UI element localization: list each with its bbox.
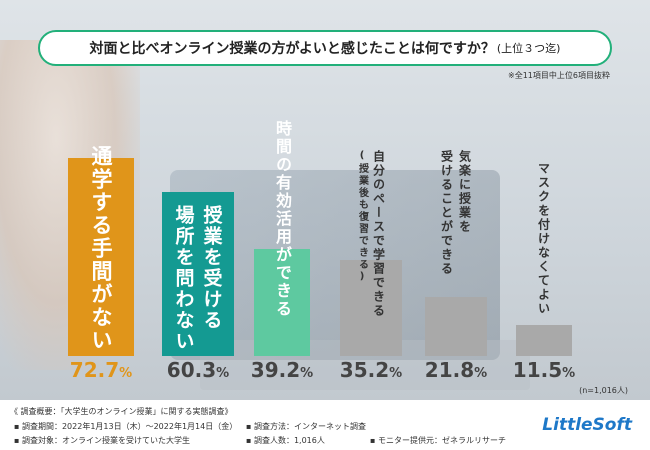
bar-4 bbox=[340, 260, 402, 356]
value-number: 60.3 bbox=[166, 358, 217, 382]
footer: 《 調査概要：「大学生のオンライン授業」に関する実態調査》 ▪ 調査期間：202… bbox=[0, 400, 650, 450]
bar-2 bbox=[162, 191, 234, 356]
bar-label-4: 自分のペースで学習できる (授業後も復習できる) bbox=[355, 150, 388, 318]
bar-label-2: 授業を受ける 場所を問わない bbox=[171, 205, 226, 352]
title-text: 対面と比べオンライン授業の方がよいと感じたことは何ですか？ bbox=[89, 41, 495, 57]
survey-count: ▪ 調査人数：1,016人 bbox=[246, 436, 325, 445]
chart-title: 対面と比べオンライン授業の方がよいと感じたことは何ですか？ (上位３つ迄) bbox=[38, 30, 612, 66]
bar-label-line: 時間の有効活用ができる bbox=[273, 120, 292, 318]
value-number: 35.2 bbox=[339, 358, 390, 382]
bar-label-6: マスクを付けなくてよい bbox=[536, 162, 553, 316]
value-unit: % bbox=[474, 366, 488, 381]
sample-size: (n=1,016人) bbox=[579, 386, 628, 395]
chart-note: ※全11項目中上位6項目抜粋 bbox=[508, 71, 610, 80]
bar-label-line: 場所を問わない bbox=[172, 205, 195, 352]
value-label-4: 35.2% bbox=[336, 358, 406, 382]
value-number: 11.5 bbox=[512, 358, 563, 382]
value-label-2: 60.3% bbox=[163, 358, 233, 382]
bar-label-line: 自分のペースで学習できる bbox=[371, 150, 386, 318]
value-label-1: 72.7% bbox=[66, 358, 136, 382]
title-suffix: (上位３つ迄) bbox=[496, 42, 561, 55]
bar-label-line: 授業を受ける bbox=[200, 205, 223, 331]
bar-label-line: 受けることができる bbox=[439, 150, 454, 276]
bar-label-line: マスクを付けなくてよい bbox=[536, 162, 551, 316]
value-unit: % bbox=[562, 366, 576, 381]
bar-3 bbox=[254, 249, 310, 356]
bar-label-line: 気楽に授業を bbox=[457, 150, 472, 234]
value-number: 72.7 bbox=[69, 358, 120, 382]
survey-period: ▪ 調査期間：2022年1月13日（木）～2022年1月14日（金） bbox=[14, 422, 238, 431]
bar-label-sub: (授業後も復習できる) bbox=[356, 150, 368, 284]
bar-5 bbox=[425, 296, 487, 356]
value-unit: % bbox=[216, 366, 230, 381]
survey-title: 《 調査概要：「大学生のオンライン授業」に関する実態調査》 bbox=[10, 407, 233, 416]
value-label-6: 11.5% bbox=[509, 358, 579, 382]
bar-label-line: 通学する手間がない bbox=[89, 145, 113, 352]
value-unit: % bbox=[119, 366, 133, 381]
value-label-5: 21.8% bbox=[421, 358, 491, 382]
survey-method: ▪ 調査方法：インターネット調査 bbox=[246, 422, 366, 431]
value-label-3: 39.2% bbox=[247, 358, 317, 382]
bar-label-1: 通学する手間がない bbox=[86, 145, 116, 352]
survey-target: ▪ 調査対象：オンライン授業を受けていた大学生 bbox=[14, 436, 190, 445]
littlesoft-logo: LittleSoft bbox=[542, 415, 632, 435]
monitor-provider: ▪ モニター提供元：ゼネラルリサーチ bbox=[370, 436, 506, 445]
bar-1 bbox=[68, 158, 134, 356]
value-unit: % bbox=[389, 366, 403, 381]
value-unit: % bbox=[300, 366, 314, 381]
value-number: 21.8 bbox=[424, 358, 475, 382]
value-number: 39.2 bbox=[250, 358, 301, 382]
bar-label-5: 気楽に授業を 受けることができる bbox=[439, 150, 474, 276]
bar-6 bbox=[516, 324, 572, 356]
bar-label-3: 時間の有効活用ができる bbox=[270, 120, 294, 318]
